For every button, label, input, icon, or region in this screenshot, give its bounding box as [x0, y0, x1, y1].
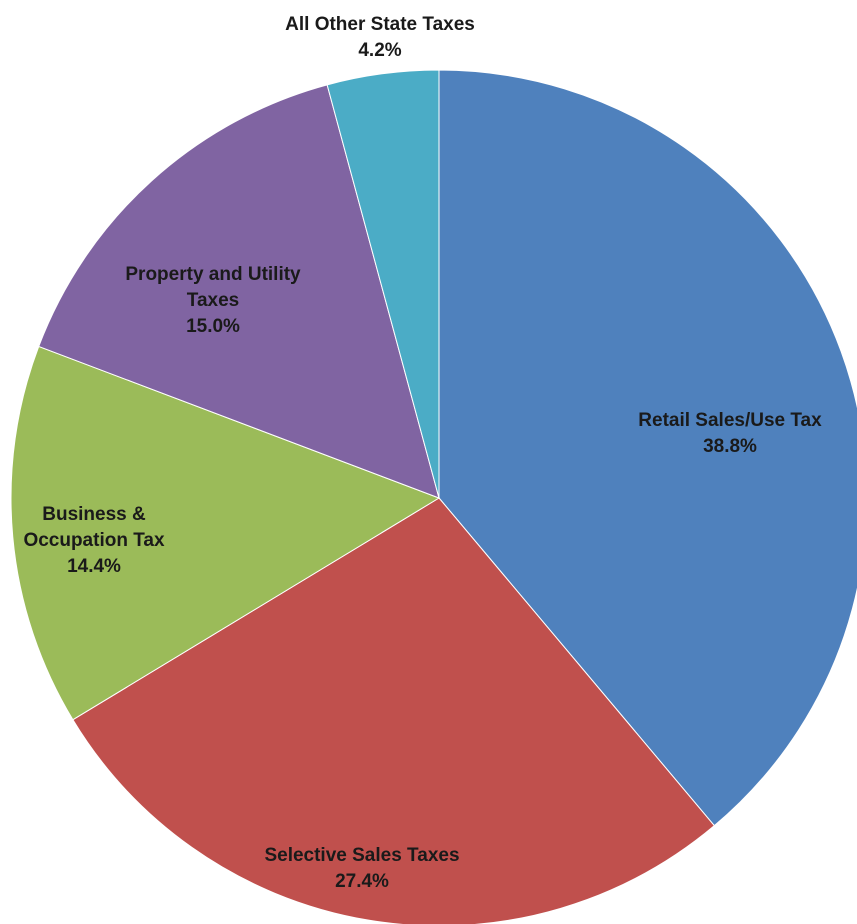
pie-slice-business-and-occupation-tax	[10, 345, 441, 721]
data-label-retail-sales-use-tax: Retail Sales/Use Tax 38.8%	[638, 410, 822, 457]
data-label-value: 27.4%	[335, 871, 389, 892]
data-label-name-line: Selective Sales Taxes	[264, 845, 459, 866]
pie-slice-all-other-state-taxes	[326, 69, 440, 499]
pie-slice-retail-sales-use-tax	[438, 69, 857, 827]
pie-slice-selective-sales-taxes	[72, 497, 716, 924]
data-label-name-line: Retail Sales/Use Tax	[638, 410, 822, 431]
data-label-business-and-occupation-tax: Business & Occupation Tax 14.4%	[23, 504, 165, 577]
data-label-name-line: Occupation Tax	[23, 530, 165, 551]
pie-slice-property-and-utility-taxes	[38, 84, 440, 499]
data-label-value: 14.4%	[67, 556, 121, 577]
pie-labels: Retail Sales/Use Tax 38.8% Selective Sales…	[23, 14, 822, 892]
pie-slices	[10, 69, 857, 924]
data-label-selective-sales-taxes: Selective Sales Taxes 27.4%	[264, 845, 459, 892]
data-label-name-line: Property and Utility	[125, 264, 301, 285]
data-label-name-line: All Other State Taxes	[285, 14, 475, 35]
data-label-value: 4.2%	[358, 40, 401, 61]
data-label-name-line: Business &	[42, 504, 146, 525]
data-label-value: 38.8%	[703, 436, 757, 457]
data-label-all-other-state-taxes: All Other State Taxes 4.2%	[285, 14, 475, 61]
data-label-property-and-utility-taxes: Property and Utility Taxes 15.0%	[125, 264, 301, 337]
data-label-name-line: Taxes	[187, 290, 239, 311]
data-label-value: 15.0%	[186, 316, 240, 337]
